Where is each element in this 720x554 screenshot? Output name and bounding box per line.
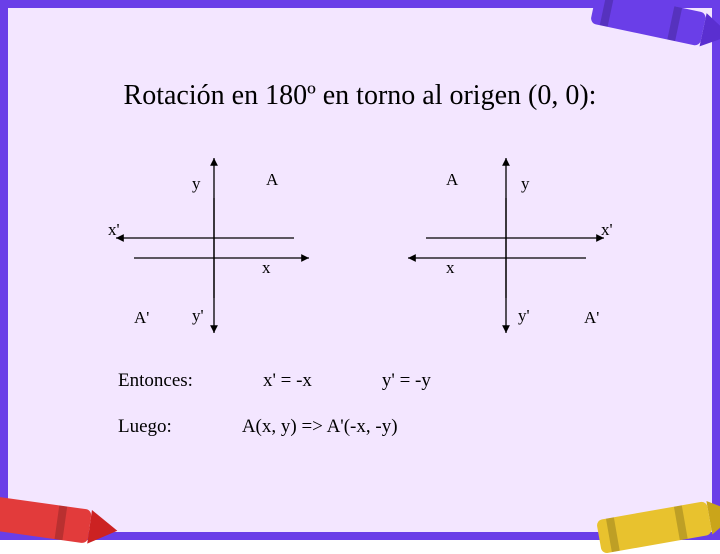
formula-x: x' = -x xyxy=(263,370,312,392)
diagram-area: y A x' x A' y' xyxy=(68,148,652,358)
label-luego: Luego: xyxy=(118,416,172,438)
label-y: y xyxy=(521,174,530,194)
label-yprime: y' xyxy=(192,306,204,326)
diagram-right: A y x' x y' A' xyxy=(386,148,626,348)
label-x: x xyxy=(446,258,455,278)
label-xprime: x' xyxy=(108,220,120,240)
diagram-left: y A x' x A' y' xyxy=(94,148,334,348)
label-entonces: Entonces: xyxy=(118,370,193,392)
formula-map: A(x, y) => A'(-x, -y) xyxy=(242,416,398,438)
slide-panel: Rotación en 180º en torno al origen (0, … xyxy=(8,8,712,532)
crayon-decor-purple xyxy=(590,0,720,52)
label-y: y xyxy=(192,174,201,194)
label-xprime: x' xyxy=(601,220,613,240)
slide-title: Rotación en 180º en torno al origen (0, … xyxy=(8,80,712,112)
label-yprime: y' xyxy=(518,306,530,326)
axes-left xyxy=(94,148,334,348)
label-Aprime: A' xyxy=(134,308,149,328)
slide-frame: Rotación en 180º en torno al origen (0, … xyxy=(0,0,720,540)
crayon-decor-yellow xyxy=(596,496,720,554)
formula-y: y' = -y xyxy=(382,370,431,392)
label-x: x xyxy=(262,258,271,278)
formula-block: Entonces: x' = -x y' = -y Luego: A(x, y)… xyxy=(118,370,652,462)
label-Aprime: A' xyxy=(584,308,599,328)
label-A: A xyxy=(266,170,278,190)
label-A: A xyxy=(446,170,458,190)
